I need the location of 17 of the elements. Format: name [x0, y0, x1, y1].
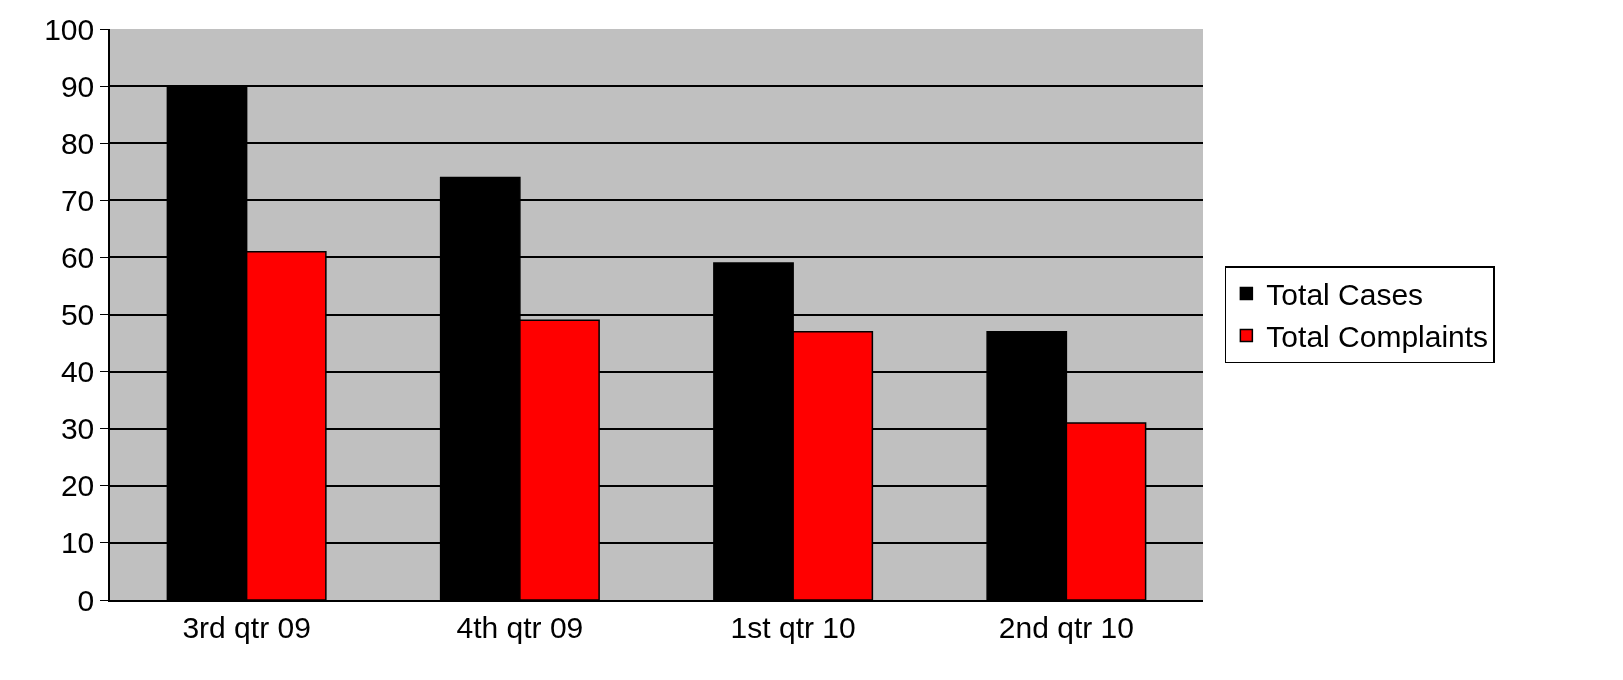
- y-tick-label: 0: [77, 583, 95, 617]
- y-tick-label: 20: [60, 469, 95, 503]
- y-tick-label: 90: [60, 69, 95, 103]
- y-tick-label: 10: [60, 526, 95, 560]
- x-tick-label: 4th qtr 09: [456, 610, 584, 644]
- y-tick-label: 80: [60, 126, 95, 160]
- legend-label: Total Complaints: [1266, 320, 1489, 354]
- y-tick-label: 30: [60, 412, 95, 446]
- x-tick-label: 2nd qtr 10: [998, 610, 1134, 644]
- y-tick-label: 100: [44, 12, 95, 46]
- x-tick-label: 1st qtr 10: [730, 610, 856, 644]
- y-tick-label: 70: [60, 183, 95, 217]
- y-tick-label: 50: [60, 298, 95, 331]
- legend-label: Total Cases: [1266, 278, 1424, 312]
- y-tick-label: 40: [60, 355, 95, 389]
- x-tick-label: 3rd qtr 09: [182, 610, 311, 644]
- y-tick-label: 60: [60, 240, 95, 274]
